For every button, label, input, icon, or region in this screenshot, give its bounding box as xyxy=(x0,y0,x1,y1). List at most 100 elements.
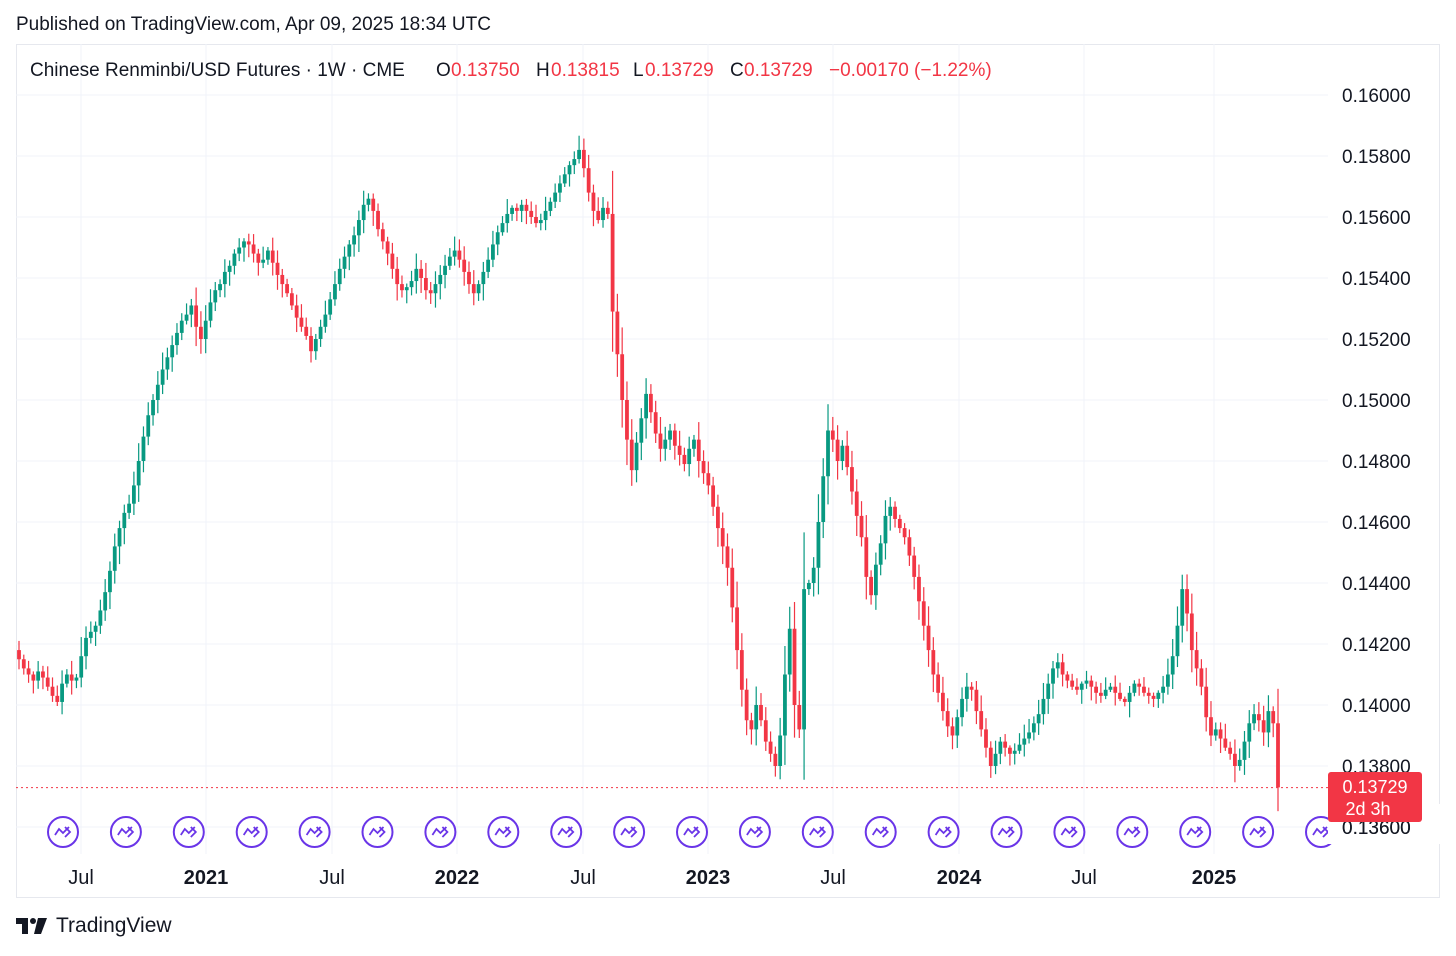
candle-body xyxy=(960,698,964,718)
candle-body xyxy=(553,192,558,202)
candle-body xyxy=(921,601,926,626)
candle-body xyxy=(859,515,864,538)
event-marker-icon[interactable] xyxy=(47,816,79,848)
candle-body xyxy=(840,445,845,461)
event-marker-icon[interactable] xyxy=(801,816,834,848)
candle-body xyxy=(1146,692,1151,696)
candle-body xyxy=(869,576,873,596)
candle-body xyxy=(625,400,629,440)
candle-body xyxy=(653,412,658,434)
candle-body xyxy=(720,528,725,547)
candle-body xyxy=(797,705,802,730)
time-tick-label: Jul xyxy=(570,867,596,889)
candle-body xyxy=(519,204,524,211)
event-marker-icon[interactable] xyxy=(613,816,646,848)
candle-body xyxy=(897,518,902,529)
candle-body xyxy=(596,210,601,221)
legend-low-label: L xyxy=(633,60,644,81)
candle-body xyxy=(763,720,768,742)
ohlc-legend: Chinese Renminbi/USD Futures · 1W · CME … xyxy=(30,60,992,81)
candle-body xyxy=(112,546,117,571)
candle-body xyxy=(1256,714,1261,721)
event-marker-icon[interactable] xyxy=(172,816,205,848)
event-marker-icon[interactable] xyxy=(235,816,268,848)
candle-body xyxy=(505,213,510,224)
event-marker-icon[interactable] xyxy=(990,816,1023,848)
candle-body xyxy=(1218,729,1223,739)
candle-body xyxy=(390,253,395,269)
candle-body xyxy=(93,625,98,632)
last-price-label: 0.13729 2d 3h xyxy=(1328,772,1422,822)
event-marker-icon[interactable] xyxy=(676,816,708,848)
event-marker-icon[interactable] xyxy=(738,816,771,848)
event-marker-icon[interactable] xyxy=(1116,816,1149,848)
candle-body xyxy=(376,210,380,230)
candle-body xyxy=(787,628,792,675)
candle-body xyxy=(270,250,275,263)
candle-body xyxy=(1252,714,1256,724)
candle-body xyxy=(744,689,749,721)
event-markers[interactable]: 0.13600 xyxy=(47,804,1440,848)
candle-body xyxy=(476,284,481,294)
candle-body xyxy=(194,305,199,327)
candle-body xyxy=(1266,711,1271,733)
price-tick-label: 0.16000 xyxy=(1342,86,1411,107)
candle-body xyxy=(1223,738,1228,748)
candle-body xyxy=(218,284,222,291)
candle-body xyxy=(414,268,419,282)
candle-body xyxy=(850,467,854,492)
event-marker-icon[interactable] xyxy=(1242,816,1275,848)
candle-body xyxy=(873,564,878,596)
candle-body xyxy=(534,217,538,224)
candle-body xyxy=(912,555,917,577)
event-marker-icon[interactable] xyxy=(298,816,331,848)
candle-body xyxy=(1242,741,1247,760)
candle-body xyxy=(581,149,586,169)
event-marker-icon[interactable] xyxy=(424,816,457,848)
price-axis[interactable]: 0.16000 0.15800 0.15600 0.15400 0.15200 0.150… xyxy=(1342,86,1411,839)
price-chart[interactable]: 0.13600 0.16000 0.15800 0.15600 0.15400 0.15… xyxy=(16,44,1440,898)
candle-body xyxy=(988,747,993,766)
candle-body xyxy=(246,241,251,245)
candle-body xyxy=(1161,686,1166,693)
footer-brand[interactable]: TradingView xyxy=(16,914,172,938)
time-axis[interactable]: Jul 2021 Jul 2022 Jul 2023 Jul 2024 Jul 2025 xyxy=(68,867,1236,889)
event-marker-icon[interactable] xyxy=(927,816,960,848)
price-tick-label: 0.14800 xyxy=(1342,452,1411,473)
candle-body xyxy=(356,220,361,236)
time-tick-label: 2021 xyxy=(184,867,229,889)
candle-body xyxy=(936,674,941,693)
candle-body xyxy=(395,268,400,285)
event-marker-icon[interactable] xyxy=(550,816,583,848)
candle-body xyxy=(55,695,60,702)
candle-body xyxy=(400,284,404,291)
candle-body xyxy=(313,339,318,352)
event-marker-icon[interactable] xyxy=(1053,816,1086,848)
candle-body xyxy=(179,320,184,333)
event-marker-icon[interactable] xyxy=(109,816,142,848)
candle-body xyxy=(1237,759,1242,766)
candle-body xyxy=(1051,668,1055,684)
last-price-value: 0.13729 xyxy=(1342,777,1407,797)
candle-body xyxy=(514,207,519,211)
candle-body xyxy=(1055,662,1060,669)
candle-body xyxy=(548,201,553,211)
candle-body xyxy=(1127,692,1132,702)
event-marker-icon[interactable] xyxy=(361,816,394,848)
candle-body xyxy=(232,253,237,266)
grid-lines xyxy=(16,44,1328,854)
candle-body xyxy=(979,711,984,730)
candle-body xyxy=(117,528,122,547)
candle-body xyxy=(893,506,897,519)
time-tick-label: 2022 xyxy=(435,867,480,889)
candle-body xyxy=(1008,747,1012,754)
candle-body xyxy=(725,546,730,568)
event-marker-icon[interactable] xyxy=(487,816,520,848)
legend-close-value: 0.13729 xyxy=(744,60,813,81)
legend-symbol[interactable]: Chinese Renminbi/USD Futures · 1W · CME xyxy=(30,60,405,81)
candle-body xyxy=(735,607,739,651)
event-marker-icon[interactable] xyxy=(1179,816,1212,848)
candle-body xyxy=(289,293,294,306)
candle-body xyxy=(749,720,754,730)
event-marker-icon[interactable] xyxy=(864,816,897,848)
